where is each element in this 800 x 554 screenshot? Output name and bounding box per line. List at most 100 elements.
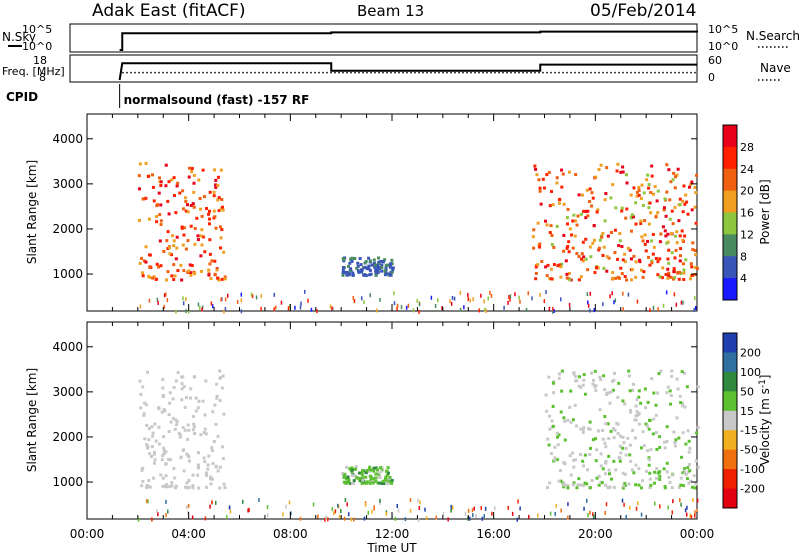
data-cell [579, 385, 583, 389]
data-cell [682, 467, 686, 471]
data-cell [157, 176, 161, 180]
data-cell [575, 486, 579, 490]
x-tick-label: 08:00 [273, 527, 308, 541]
data-cell [560, 369, 564, 373]
data-cell [393, 301, 396, 306]
colorbar-tick-label: -15 [740, 424, 758, 437]
data-cell [324, 517, 326, 522]
data-cell [551, 203, 555, 207]
data-cell [563, 483, 567, 487]
time-axis-labels: 00:00 04:00 08:00 12:00 16:00 20:00 00:00 [70, 527, 715, 541]
data-cell [567, 515, 569, 520]
data-cell [647, 458, 651, 462]
data-cell [532, 228, 536, 232]
data-cell [357, 270, 361, 274]
data-cell [207, 268, 211, 272]
data-cell [191, 414, 195, 418]
data-cell [625, 207, 629, 211]
data-cell [621, 498, 624, 503]
data-cell [539, 202, 543, 206]
data-cell [566, 207, 570, 211]
data-cell [632, 471, 636, 475]
data-cell [643, 233, 647, 237]
data-cell [172, 193, 176, 197]
data-cell [217, 278, 221, 282]
data-cell [218, 225, 222, 229]
data-cell [651, 232, 655, 236]
data-cell [693, 249, 697, 253]
data-cell [544, 393, 548, 397]
data-cell [628, 248, 632, 252]
data-cell [612, 485, 616, 489]
data-cell [213, 259, 217, 263]
data-cell [364, 475, 368, 479]
data-cell [373, 505, 375, 510]
data-cell [210, 477, 214, 481]
data-cell [603, 414, 607, 418]
data-cell [226, 293, 229, 298]
data-cell [614, 468, 618, 472]
data-cell [594, 175, 598, 179]
data-cell [193, 226, 197, 230]
data-cell [668, 217, 672, 221]
data-cell [374, 466, 378, 470]
data-cell [583, 481, 587, 485]
data-cell [222, 412, 226, 416]
data-cell [637, 501, 639, 506]
data-cell [299, 305, 302, 310]
data-cell [159, 203, 163, 207]
data-cell [145, 423, 149, 427]
data-cell [589, 291, 592, 296]
data-cell [625, 181, 629, 185]
colorbar-tick-label: 20 [740, 185, 754, 198]
data-cell [159, 184, 163, 188]
data-cell [578, 452, 582, 456]
data-cell [155, 220, 159, 224]
data-cell [579, 427, 583, 431]
data-cell [491, 511, 493, 516]
data-cell [557, 372, 561, 376]
data-cell [376, 308, 378, 313]
data-cell [207, 222, 211, 226]
data-cell [365, 468, 369, 472]
data-cell [560, 168, 564, 172]
data-cell [167, 212, 171, 216]
data-cell [651, 192, 655, 196]
data-cell [161, 378, 165, 382]
data-cell [449, 299, 451, 304]
data-cell [568, 302, 571, 307]
data-cell [341, 471, 345, 475]
data-cell [191, 202, 195, 206]
data-cell [141, 466, 145, 470]
data-cell [687, 481, 691, 485]
data-cell [602, 266, 606, 270]
data-cell [584, 216, 588, 220]
data-cell [208, 190, 212, 194]
colorbar-cell [723, 278, 737, 301]
data-cell [157, 191, 161, 195]
data-cell [154, 277, 158, 281]
data-cell [166, 270, 170, 274]
data-cell [539, 292, 541, 297]
data-cell [213, 272, 217, 276]
data-cell [587, 300, 589, 305]
data-cell [217, 196, 221, 200]
data-cell [157, 265, 161, 269]
data-cell [214, 465, 218, 469]
data-cell [147, 426, 151, 430]
data-cell [573, 403, 577, 407]
data-cell [185, 203, 189, 207]
data-cell [616, 422, 620, 426]
data-cell [236, 299, 239, 304]
data-cell [696, 385, 700, 389]
data-cell [367, 469, 371, 473]
data-cell [156, 509, 158, 514]
data-cell [175, 184, 179, 188]
data-cell [683, 234, 687, 238]
data-cell [379, 470, 383, 474]
colorbar-cell [723, 333, 737, 353]
data-cell [211, 461, 215, 465]
data-cell [608, 485, 612, 489]
data-cell [681, 404, 685, 408]
data-cell [387, 477, 391, 481]
